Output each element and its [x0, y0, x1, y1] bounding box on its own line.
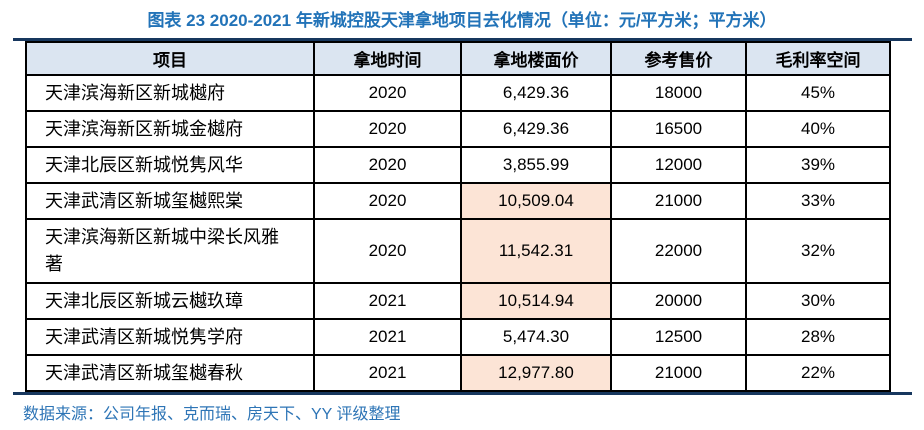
column-header-2: 拿地楼面价: [460, 41, 612, 76]
header-row: 项目 拿地时间 拿地楼面价 参考售价 毛利率空间: [25, 41, 891, 76]
table-row: 天津滨海新区新城樾府 2020 6,429.36 18000 45%: [25, 74, 891, 112]
table-row: 天津北辰区新城云樾玖璋 2021 10,514.94 20000 30%: [25, 282, 891, 320]
table-row: 天津武清区新城玺樾春秋 2021 12,977.80 21000 22%: [25, 354, 891, 392]
reference-price-cell: 21000: [610, 354, 747, 392]
project-cell: 天津武清区新城玺樾熙棠: [25, 182, 315, 220]
project-cell: 天津滨海新区新城中梁长风雅著: [25, 218, 315, 284]
table-row: 天津滨海新区新城中梁长风雅著 2020 11,542.31 22000 32%: [25, 218, 891, 284]
project-cell: 天津北辰区新城云樾玖璋: [25, 282, 315, 320]
floor-price-cell: 3,855.99: [460, 146, 612, 184]
gross-margin-cell: 45%: [745, 74, 891, 112]
gross-margin-cell: 40%: [745, 110, 891, 148]
gross-margin-cell: 28%: [745, 318, 891, 356]
table-row: 天津北辰区新城悦隽风华 2020 3,855.99 12000 39%: [25, 146, 891, 184]
reference-price-cell: 18000: [610, 74, 747, 112]
gross-margin-cell: 33%: [745, 182, 891, 220]
reference-price-cell: 21000: [610, 182, 747, 220]
land-year-cell: 2020: [313, 218, 462, 284]
land-year-cell: 2020: [313, 146, 462, 184]
gross-margin-cell: 30%: [745, 282, 891, 320]
floor-price-cell: 12,977.80: [460, 354, 612, 392]
figure-title: 图表 23 2020-2021 年新城控股天津拿地项目去化情况（单位：元/平方米…: [147, 11, 777, 30]
reference-price-cell: 22000: [610, 218, 747, 284]
floor-price-cell: 10,514.94: [460, 282, 612, 320]
floor-price-cell: 6,429.36: [460, 74, 612, 112]
land-year-cell: 2020: [313, 182, 462, 220]
floor-price-cell: 6,429.36: [460, 110, 612, 148]
project-cell: 天津武清区新城悦隽学府: [25, 318, 315, 356]
table-body: 天津滨海新区新城樾府 2020 6,429.36 18000 45% 天津滨海新区新城金樾…: [25, 74, 891, 392]
table-row: 天津武清区新城玺樾熙棠 2020 10,509.04 21000 33%: [25, 182, 891, 220]
gross-margin-cell: 32%: [745, 218, 891, 284]
table-row: 天津滨海新区新城金樾府 2020 6,429.36 16500 40%: [25, 110, 891, 148]
floor-price-cell: 5,474.30: [460, 318, 612, 356]
land-year-cell: 2021: [313, 282, 462, 320]
data-source-note: 数据来源：公司年报、克而瑞、房天下、YY 评级整理: [23, 406, 401, 423]
project-cell: 天津北辰区新城悦隽风华: [25, 146, 315, 184]
land-year-cell: 2021: [313, 354, 462, 392]
floor-price-cell: 10,509.04: [460, 182, 612, 220]
floor-price-cell: 11,542.31: [460, 218, 612, 284]
gross-margin-cell: 39%: [745, 146, 891, 184]
project-cell: 天津滨海新区新城樾府: [25, 74, 315, 112]
table-row: 天津武清区新城悦隽学府 2021 5,474.30 12500 28%: [25, 318, 891, 356]
land-year-cell: 2021: [313, 318, 462, 356]
column-header-1: 拿地时间: [313, 41, 462, 76]
reference-price-cell: 12000: [610, 146, 747, 184]
land-projects-table: 项目 拿地时间 拿地楼面价 参考售价 毛利率空间 天津滨海新区新城樾府 2020 6,429…: [25, 41, 891, 392]
project-cell: 天津滨海新区新城金樾府: [25, 110, 315, 148]
column-header-3: 参考售价: [610, 41, 747, 76]
figure-frame: 项目 拿地时间 拿地楼面价 参考售价 毛利率空间 天津滨海新区新城樾府 2020 6,429…: [13, 38, 912, 395]
gross-margin-cell: 22%: [745, 354, 891, 392]
land-year-cell: 2020: [313, 110, 462, 148]
land-year-cell: 2020: [313, 74, 462, 112]
reference-price-cell: 16500: [610, 110, 747, 148]
reference-price-cell: 20000: [610, 282, 747, 320]
column-header-4: 毛利率空间: [745, 41, 891, 76]
project-cell: 天津武清区新城玺樾春秋: [25, 354, 315, 392]
reference-price-cell: 12500: [610, 318, 747, 356]
column-header-0: 项目: [25, 41, 315, 76]
